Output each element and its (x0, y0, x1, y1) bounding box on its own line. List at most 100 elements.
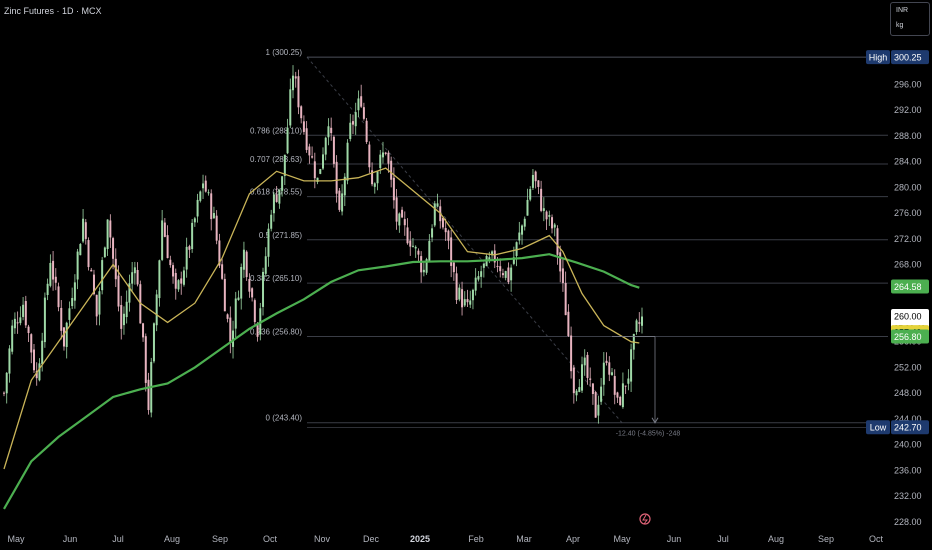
y-tick-label: 276.00 (894, 208, 922, 218)
candle-body (3, 392, 5, 394)
candle-body (420, 256, 423, 273)
candle-body (324, 137, 327, 155)
candle-body (95, 294, 98, 317)
y-tick-label: 292.00 (894, 105, 922, 115)
candle-body (182, 270, 185, 285)
x-tick-label: Jul (112, 534, 124, 544)
candle-body (278, 189, 281, 204)
moving-average-fast[interactable] (3, 167, 640, 470)
candle-body (68, 308, 71, 320)
fib-0236-label: 256.80 (891, 329, 929, 344)
candle-body (215, 215, 218, 241)
currency-unit-box[interactable]: INR kg (890, 2, 930, 36)
candle-body (212, 213, 215, 219)
candle-body (281, 176, 284, 191)
candle-body (635, 320, 638, 332)
candle-body (82, 218, 85, 242)
fib-level-label: 0.236 (256.80) (250, 328, 302, 337)
candle-body (461, 289, 464, 308)
candle-body (5, 372, 8, 394)
candle-body (272, 194, 275, 214)
candle-body (65, 322, 68, 347)
candle-body (496, 265, 499, 267)
x-tick-label: May (613, 534, 631, 544)
candle-body (455, 273, 458, 301)
candle-body (251, 288, 254, 298)
candle-body (264, 256, 267, 274)
candle-body (613, 376, 616, 395)
candle-body (302, 121, 305, 132)
candle-body (35, 370, 38, 379)
candle-body (583, 357, 586, 366)
candle-body (196, 199, 199, 217)
x-tick-label: Feb (468, 534, 484, 544)
candle-body (311, 156, 314, 158)
candle-body (122, 313, 125, 326)
symbol-title[interactable]: Zinc Futures · 1D · MCX (4, 6, 102, 16)
y-tick-label: 280.00 (894, 182, 922, 192)
candle-body (545, 211, 548, 220)
price-label-text: 242.70 (894, 423, 922, 433)
x-tick-label: Apr (566, 534, 580, 544)
candle-body (540, 188, 543, 211)
candle-body (589, 378, 592, 380)
candle-body (379, 154, 382, 169)
candle-body (602, 362, 605, 385)
candle-body (120, 304, 123, 329)
candle-body (390, 160, 393, 180)
candle-body (308, 146, 311, 156)
candle-body (621, 383, 624, 408)
candle-body (270, 214, 273, 229)
candle-body (512, 257, 515, 264)
candle-body (611, 372, 614, 375)
event-flag-icon[interactable] (639, 513, 651, 525)
candle-body (463, 299, 466, 306)
candle-body (575, 390, 578, 396)
fib-trend-line (306, 56, 623, 424)
candle-body (444, 228, 447, 233)
candle-body (354, 112, 357, 127)
fib-level-label: 0.382 (265.10) (250, 274, 302, 283)
x-tick-label: Nov (314, 534, 331, 544)
candle-body (567, 311, 570, 337)
x-tick-label: Oct (263, 534, 278, 544)
candle-body (403, 219, 406, 226)
candle-body (133, 267, 136, 274)
candle-body (289, 89, 292, 126)
candle-body (357, 98, 360, 111)
candle-body (283, 154, 286, 176)
candle-body (447, 230, 450, 241)
price-label-box (891, 329, 929, 344)
candle-body (548, 215, 551, 217)
candle-body (49, 262, 52, 286)
candle-body (259, 308, 262, 335)
y-tick-label: 268.00 (894, 260, 922, 270)
candle-body (521, 225, 524, 235)
y-tick-label: 284.00 (894, 157, 922, 167)
candle-body (401, 209, 404, 218)
high-label: High 300.25 (307, 50, 929, 65)
candle-body (79, 244, 82, 256)
candle-body (491, 251, 494, 256)
moving-average-slow[interactable] (3, 253, 640, 510)
candle-body (466, 299, 469, 303)
candle-body (335, 161, 338, 194)
candle-body (551, 217, 554, 229)
candle-body (57, 286, 60, 308)
candle-body (578, 387, 581, 392)
fib-level-label: 0.5 (271.85) (259, 231, 302, 240)
candle-body (433, 203, 436, 226)
candle-body (207, 192, 210, 194)
candle-body (559, 252, 562, 272)
candle-body (572, 367, 575, 394)
candle-body (556, 228, 559, 255)
candle-body (534, 171, 537, 182)
candle-body (327, 126, 330, 138)
measure-arrow-icon (651, 417, 659, 424)
candle-body (202, 183, 205, 189)
candle-body (240, 266, 243, 299)
fibonacci-retracement[interactable]: 1 (300.25) 0.786 (288.10) 0.707 (283.63) 0.… (250, 48, 888, 424)
x-tick-label: Sep (818, 534, 834, 544)
candle-body (221, 264, 224, 279)
